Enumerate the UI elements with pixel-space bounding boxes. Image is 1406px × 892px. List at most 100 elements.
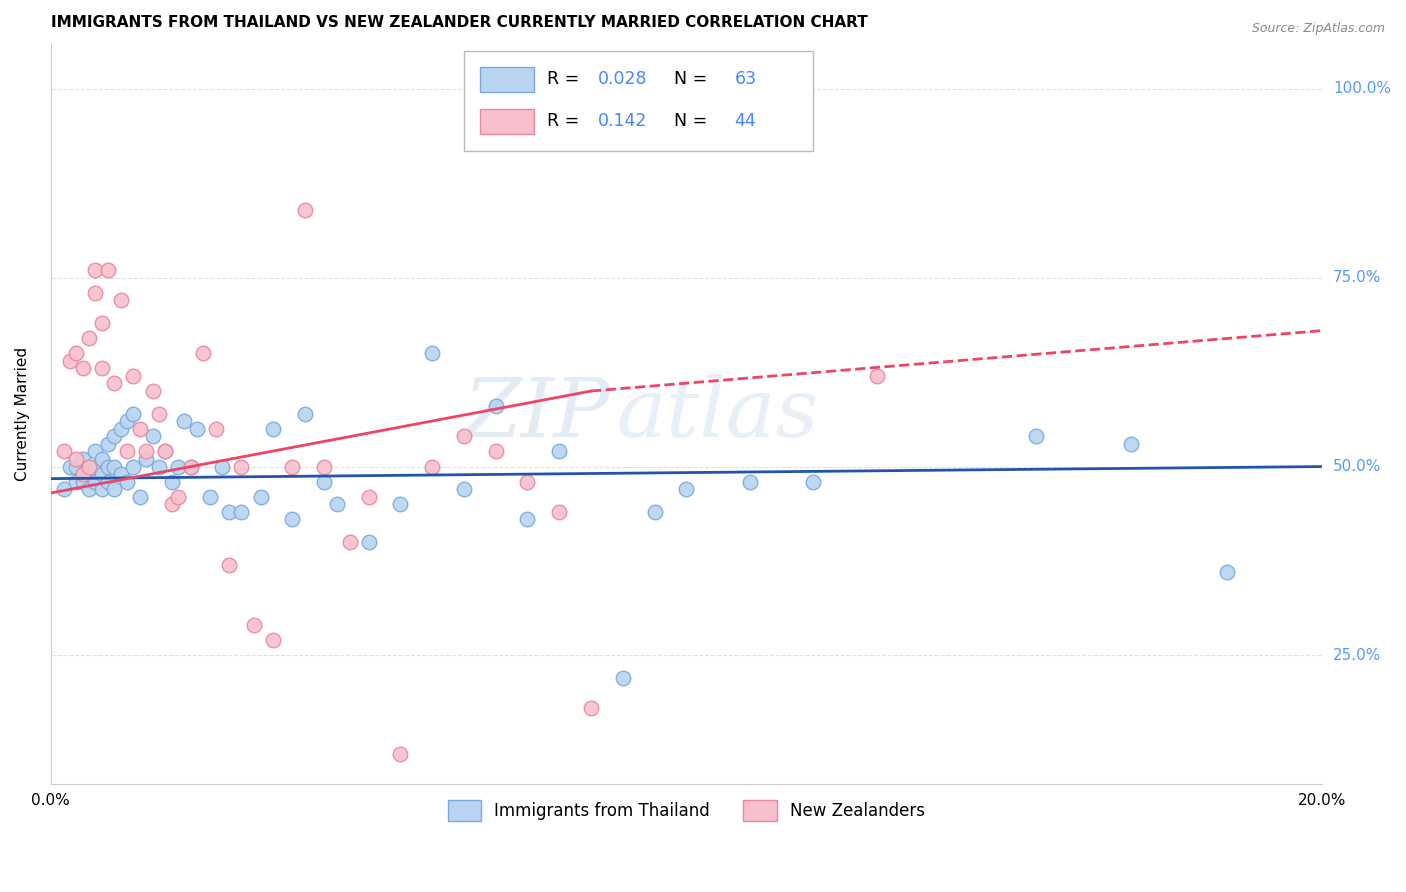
Point <box>84 444 107 458</box>
Point <box>97 459 120 474</box>
Point <box>675 482 697 496</box>
Point <box>485 444 508 458</box>
Point <box>65 452 87 467</box>
Point <box>738 475 761 489</box>
Point <box>65 346 87 360</box>
Point <box>135 444 157 458</box>
Point <box>65 459 87 474</box>
Point <box>294 202 316 217</box>
Point <box>326 497 349 511</box>
Point <box>72 475 94 489</box>
Point <box>103 459 125 474</box>
Point <box>97 475 120 489</box>
Point <box>1215 566 1237 580</box>
Point <box>128 490 150 504</box>
Point <box>193 346 215 360</box>
Point <box>453 482 475 496</box>
Text: Source: ZipAtlas.com: Source: ZipAtlas.com <box>1251 22 1385 36</box>
Legend: Immigrants from Thailand, New Zealanders: Immigrants from Thailand, New Zealanders <box>441 794 932 827</box>
Point <box>141 429 163 443</box>
Point <box>103 376 125 391</box>
Point <box>115 475 138 489</box>
Text: 0.142: 0.142 <box>598 112 647 130</box>
Point <box>115 444 138 458</box>
Point <box>77 467 100 482</box>
Text: R =: R = <box>547 112 585 130</box>
FancyBboxPatch shape <box>464 51 814 151</box>
Point <box>148 407 170 421</box>
FancyBboxPatch shape <box>481 109 534 134</box>
Point <box>77 331 100 345</box>
Point <box>294 407 316 421</box>
Point <box>122 459 145 474</box>
Point <box>243 618 266 632</box>
Point <box>180 459 202 474</box>
Point <box>211 459 233 474</box>
Point <box>72 467 94 482</box>
Point <box>249 490 271 504</box>
Y-axis label: Currently Married: Currently Married <box>15 347 30 481</box>
Point <box>59 459 82 474</box>
Point <box>135 452 157 467</box>
Point <box>389 747 412 761</box>
Point <box>180 459 202 474</box>
Point <box>90 452 112 467</box>
Point <box>612 671 634 685</box>
Text: N =: N = <box>664 70 713 88</box>
Text: 100.0%: 100.0% <box>1333 81 1391 96</box>
Point <box>160 475 183 489</box>
Point <box>198 490 221 504</box>
Point <box>548 505 571 519</box>
Point <box>262 633 284 648</box>
Text: 50.0%: 50.0% <box>1333 459 1381 474</box>
Point <box>218 558 240 572</box>
Point <box>110 467 132 482</box>
Point <box>77 482 100 496</box>
Point <box>579 701 602 715</box>
Text: atlas: atlas <box>616 374 818 454</box>
Point <box>90 316 112 330</box>
Point <box>148 459 170 474</box>
Point <box>84 475 107 489</box>
Point <box>548 444 571 458</box>
Point <box>357 535 380 549</box>
Point <box>281 512 304 526</box>
Text: 75.0%: 75.0% <box>1333 270 1381 285</box>
Point <box>110 422 132 436</box>
Point <box>1025 429 1047 443</box>
Point <box>453 429 475 443</box>
Point <box>231 505 253 519</box>
Point <box>314 475 336 489</box>
Point <box>420 459 443 474</box>
Point <box>90 467 112 482</box>
Point <box>160 497 183 511</box>
Point <box>155 444 177 458</box>
Point <box>115 414 138 428</box>
Point <box>65 475 87 489</box>
Point <box>218 505 240 519</box>
Point <box>516 475 538 489</box>
Point <box>103 482 125 496</box>
Point <box>262 422 284 436</box>
Point <box>84 459 107 474</box>
Point <box>389 497 412 511</box>
Point <box>516 512 538 526</box>
Point <box>77 459 100 474</box>
Point <box>339 535 361 549</box>
Point <box>52 444 75 458</box>
Text: N =: N = <box>664 112 713 130</box>
Point <box>186 422 208 436</box>
Point <box>72 361 94 376</box>
Point <box>205 422 228 436</box>
Text: ZIP: ZIP <box>463 374 610 454</box>
Point <box>1121 437 1143 451</box>
Point <box>485 399 508 413</box>
Point <box>110 293 132 308</box>
Point <box>84 263 107 277</box>
Point <box>128 422 150 436</box>
Point <box>90 482 112 496</box>
Point <box>357 490 380 504</box>
Text: 0.028: 0.028 <box>598 70 647 88</box>
Text: R =: R = <box>547 70 585 88</box>
Point <box>97 437 120 451</box>
